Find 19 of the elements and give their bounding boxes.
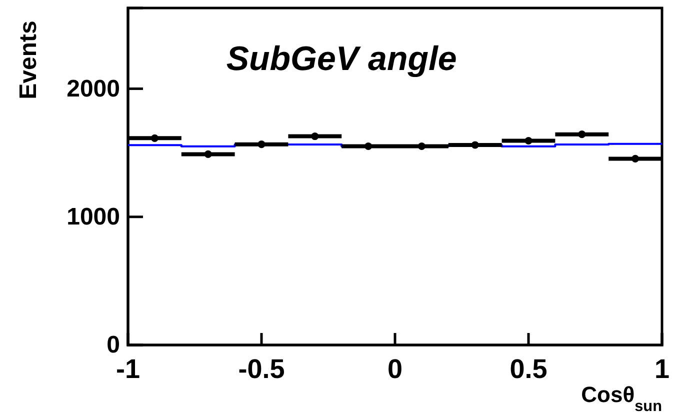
y-tick-label: 1000 <box>66 204 120 231</box>
point <box>311 132 319 140</box>
y-tick-label: 2000 <box>66 75 120 102</box>
point <box>471 141 479 149</box>
point <box>258 140 266 148</box>
point <box>418 142 426 150</box>
point <box>204 150 212 158</box>
x-tick-label: 1 <box>654 354 670 384</box>
y-axis-title: Events <box>15 20 42 100</box>
point <box>578 130 586 138</box>
point <box>150 134 158 142</box>
x-tick-label: 0 <box>387 354 403 384</box>
x-tick-label: 0.5 <box>510 354 548 384</box>
text: SubGeV angle <box>226 40 457 78</box>
point <box>364 142 372 150</box>
point <box>524 136 532 145</box>
x-tick-label: -0.5 <box>238 354 285 384</box>
point <box>632 154 640 162</box>
x-axis-title: Cosθ$_{sun}$ <box>581 382 662 414</box>
